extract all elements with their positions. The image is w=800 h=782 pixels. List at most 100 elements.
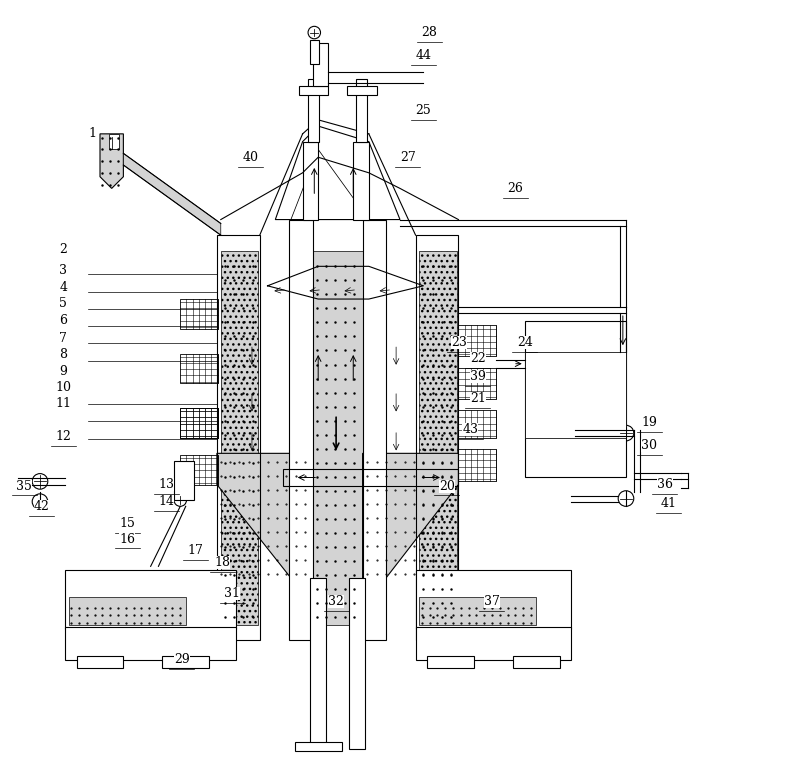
Text: 14: 14 bbox=[158, 495, 174, 508]
Bar bbox=[356, 79, 367, 142]
Text: 32: 32 bbox=[328, 595, 344, 608]
Text: 24: 24 bbox=[517, 336, 533, 350]
Bar bbox=[162, 656, 209, 668]
Text: 20: 20 bbox=[439, 479, 454, 493]
Bar bbox=[310, 41, 319, 63]
Text: 42: 42 bbox=[34, 500, 50, 513]
Text: 24: 24 bbox=[517, 336, 533, 350]
Text: 44: 44 bbox=[415, 49, 431, 63]
Bar bbox=[458, 411, 496, 438]
Text: 7: 7 bbox=[59, 332, 67, 345]
Polygon shape bbox=[217, 454, 313, 578]
Text: 37: 37 bbox=[484, 595, 500, 608]
Text: 10: 10 bbox=[55, 381, 71, 393]
Text: 26: 26 bbox=[507, 182, 523, 195]
Bar bbox=[180, 353, 218, 383]
Text: 30: 30 bbox=[642, 439, 658, 452]
Bar bbox=[347, 85, 377, 95]
Text: 18: 18 bbox=[214, 556, 230, 569]
Text: 43: 43 bbox=[462, 424, 478, 436]
Text: 16: 16 bbox=[119, 533, 135, 546]
Text: 43: 43 bbox=[462, 424, 478, 436]
Text: 9: 9 bbox=[59, 365, 67, 378]
Text: 15: 15 bbox=[119, 517, 135, 530]
Text: 3: 3 bbox=[59, 264, 67, 277]
Bar bbox=[525, 352, 626, 438]
Text: 15: 15 bbox=[119, 517, 135, 530]
Polygon shape bbox=[100, 134, 123, 188]
Text: 36: 36 bbox=[657, 478, 673, 491]
Bar bbox=[180, 408, 218, 438]
Bar bbox=[419, 251, 457, 625]
Bar bbox=[65, 570, 236, 629]
Bar bbox=[180, 408, 218, 438]
Text: 12: 12 bbox=[55, 429, 71, 443]
Bar bbox=[283, 469, 458, 486]
Bar bbox=[290, 220, 313, 640]
Bar bbox=[419, 597, 536, 625]
Bar bbox=[415, 570, 571, 629]
Bar bbox=[180, 299, 218, 328]
Text: 17: 17 bbox=[188, 544, 204, 558]
Text: 29: 29 bbox=[174, 653, 190, 666]
Text: 23: 23 bbox=[451, 336, 467, 350]
Bar bbox=[458, 325, 496, 356]
Text: 13: 13 bbox=[158, 478, 174, 491]
Bar bbox=[302, 142, 318, 220]
Bar bbox=[362, 220, 386, 640]
Text: 22: 22 bbox=[470, 352, 486, 364]
Bar bbox=[110, 134, 118, 149]
Text: 27: 27 bbox=[400, 151, 416, 163]
Text: 20: 20 bbox=[439, 479, 454, 493]
Bar bbox=[298, 85, 328, 95]
Bar bbox=[525, 321, 626, 477]
Text: 14: 14 bbox=[158, 495, 174, 508]
Polygon shape bbox=[362, 454, 458, 578]
Text: 8: 8 bbox=[59, 348, 67, 361]
Text: 28: 28 bbox=[422, 26, 438, 39]
Text: 12: 12 bbox=[55, 429, 71, 443]
Text: 26: 26 bbox=[507, 182, 523, 195]
Bar bbox=[65, 627, 236, 660]
Text: 4: 4 bbox=[59, 281, 67, 294]
Bar bbox=[310, 578, 326, 749]
Text: 37: 37 bbox=[484, 595, 500, 608]
Text: 11: 11 bbox=[55, 397, 71, 410]
Bar bbox=[458, 450, 496, 481]
Text: 40: 40 bbox=[242, 151, 258, 163]
Text: 17: 17 bbox=[188, 544, 204, 558]
Bar bbox=[174, 461, 194, 500]
Text: 40: 40 bbox=[242, 151, 258, 163]
Text: 31: 31 bbox=[225, 587, 241, 600]
Text: 29: 29 bbox=[174, 653, 190, 666]
Bar bbox=[313, 43, 328, 85]
Text: 22: 22 bbox=[470, 352, 486, 364]
Text: 35: 35 bbox=[17, 479, 32, 493]
Bar bbox=[217, 235, 260, 640]
Text: 44: 44 bbox=[415, 49, 431, 63]
Bar bbox=[427, 656, 474, 668]
Bar bbox=[415, 627, 571, 660]
Text: 6: 6 bbox=[59, 314, 67, 328]
Text: 32: 32 bbox=[328, 595, 344, 608]
Bar bbox=[77, 656, 123, 668]
Text: 42: 42 bbox=[34, 500, 50, 513]
Polygon shape bbox=[123, 153, 221, 235]
Bar bbox=[221, 251, 258, 625]
Text: 19: 19 bbox=[642, 416, 658, 429]
Text: 2: 2 bbox=[59, 242, 67, 256]
Text: 41: 41 bbox=[661, 497, 677, 511]
Text: 1: 1 bbox=[88, 127, 96, 140]
Text: 25: 25 bbox=[415, 104, 431, 117]
Text: 31: 31 bbox=[225, 587, 241, 600]
Bar bbox=[350, 578, 365, 749]
Text: 5: 5 bbox=[59, 297, 67, 310]
Text: 18: 18 bbox=[214, 556, 230, 569]
Text: 41: 41 bbox=[661, 497, 677, 511]
Text: 39: 39 bbox=[470, 371, 486, 383]
Bar bbox=[69, 597, 186, 625]
Text: 39: 39 bbox=[470, 371, 486, 383]
Text: 30: 30 bbox=[642, 439, 658, 452]
Bar bbox=[458, 368, 496, 399]
Bar bbox=[295, 741, 342, 751]
